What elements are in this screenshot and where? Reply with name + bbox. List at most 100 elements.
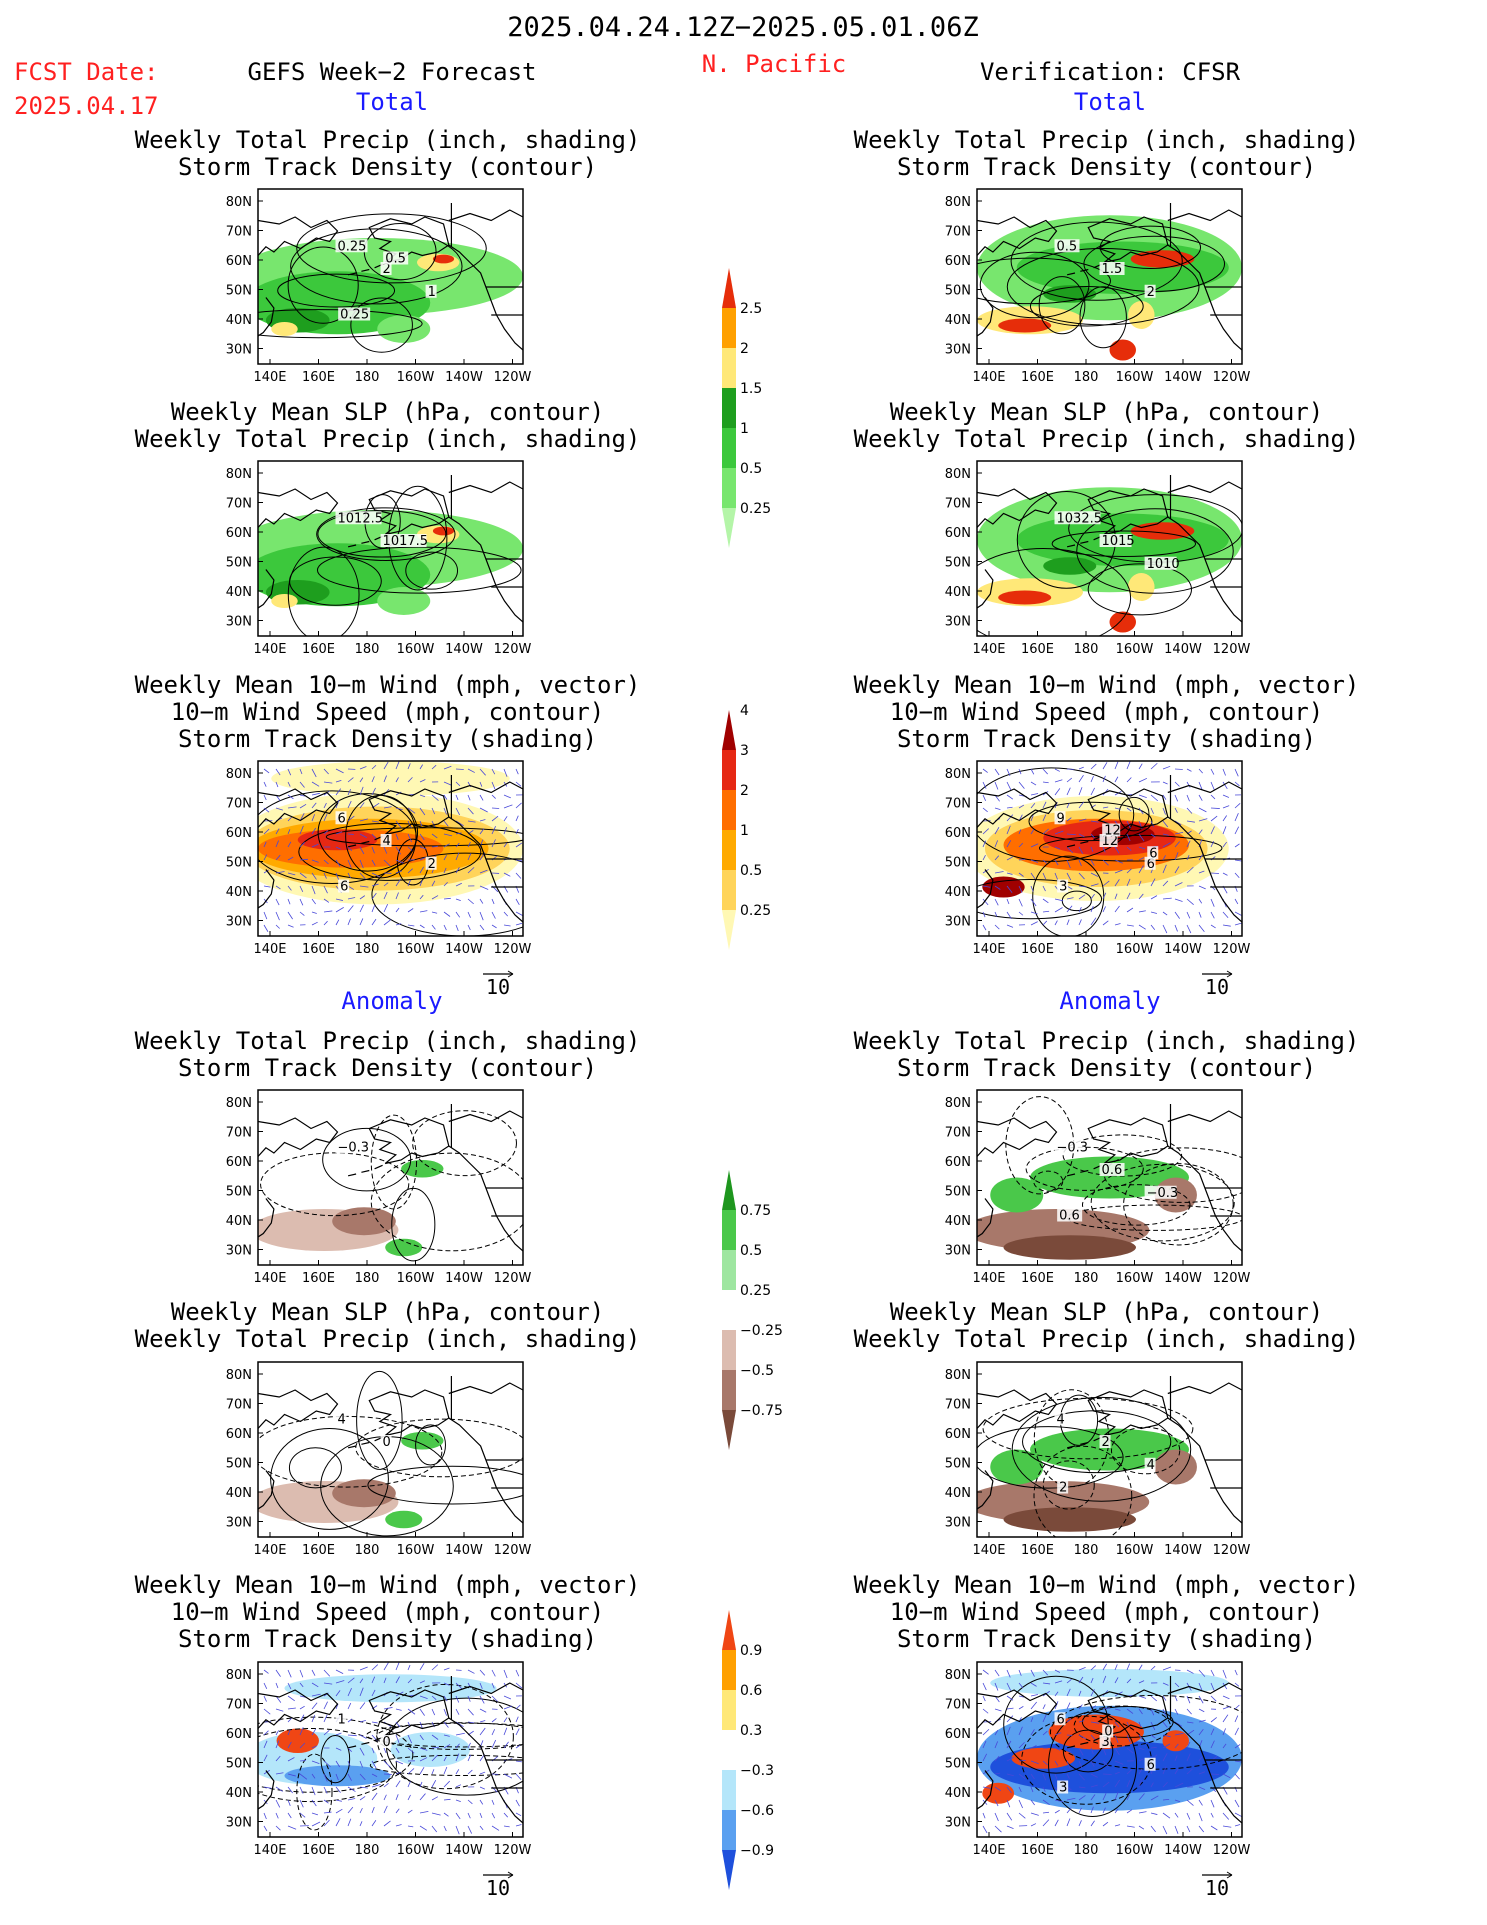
wind-vector bbox=[407, 777, 413, 783]
wind-vector bbox=[1066, 777, 1073, 783]
wind-vector bbox=[1234, 1824, 1241, 1827]
contour-label: 0 bbox=[383, 1435, 391, 1450]
wind-vector bbox=[1114, 1747, 1120, 1756]
wind-vector bbox=[419, 1695, 428, 1699]
wind-vector bbox=[1174, 1799, 1181, 1803]
wind-vector bbox=[371, 1792, 378, 1801]
wind-vector bbox=[407, 1747, 415, 1754]
wind-vector bbox=[419, 1662, 425, 1671]
wind-vector bbox=[455, 781, 461, 787]
wind-vector bbox=[1006, 1695, 1014, 1701]
wind-vector bbox=[443, 1756, 447, 1762]
wind-vector bbox=[1078, 872, 1085, 880]
colorbar-label: −0.3 bbox=[740, 1763, 774, 1779]
wind-vector bbox=[1138, 1768, 1143, 1775]
lon-tick-label: 160E bbox=[1021, 1543, 1054, 1558]
wind-vector bbox=[431, 833, 438, 839]
wind-vector bbox=[383, 859, 391, 867]
wind-vector bbox=[1078, 894, 1086, 900]
contour-line bbox=[1081, 1184, 1191, 1226]
wind-vector bbox=[431, 895, 439, 900]
wind-vector bbox=[1006, 1740, 1012, 1749]
wind-vector bbox=[431, 1825, 438, 1833]
coastline bbox=[1167, 1382, 1242, 1395]
colorbar-label: −0.6 bbox=[740, 1803, 774, 1819]
wind-vector bbox=[1042, 1669, 1049, 1676]
wind-vector bbox=[395, 1721, 401, 1728]
wind-vector bbox=[1138, 1680, 1145, 1684]
colorbar-segment bbox=[722, 348, 736, 388]
wind-vector bbox=[335, 768, 344, 774]
wind-vector bbox=[1234, 768, 1239, 777]
wind-vector bbox=[443, 1780, 451, 1788]
contour-label: 12 bbox=[1104, 824, 1121, 839]
wind-vector bbox=[1066, 802, 1070, 809]
lon-tick-label: 160W bbox=[397, 942, 435, 957]
panel-title-line: 10−m Wind Speed (mph, contour) bbox=[170, 698, 605, 726]
wind-vector bbox=[1174, 898, 1183, 902]
wind-vector bbox=[287, 1729, 291, 1736]
contour-line bbox=[1073, 1705, 1171, 1747]
wind-vector bbox=[1042, 885, 1046, 892]
wind-vector bbox=[1138, 1747, 1145, 1751]
wind-vector bbox=[1090, 917, 1097, 926]
wind-vector bbox=[1102, 859, 1109, 866]
wind-vector bbox=[1162, 794, 1167, 800]
lat-tick-label: 50N bbox=[945, 1185, 971, 1200]
colorbar-segment bbox=[722, 308, 736, 348]
wind-vector bbox=[287, 841, 292, 848]
colorbar-segment bbox=[722, 428, 736, 468]
wind-vector bbox=[1018, 898, 1023, 907]
coastline bbox=[1167, 516, 1242, 623]
wind-vector bbox=[1198, 1812, 1203, 1822]
wind-vector bbox=[1162, 924, 1168, 934]
wind-vector bbox=[1162, 765, 1171, 770]
lon-tick-label: 120W bbox=[1213, 1543, 1251, 1558]
wind-vector bbox=[347, 1688, 352, 1697]
shading-region bbox=[385, 1510, 423, 1529]
lon-tick-label: 140E bbox=[253, 942, 286, 957]
lat-tick-label: 40N bbox=[226, 885, 252, 900]
wind-vector bbox=[1078, 885, 1087, 888]
wind-vector bbox=[419, 1747, 428, 1751]
coastline bbox=[448, 816, 523, 923]
contour-label: 0 bbox=[383, 1735, 391, 1750]
lon-tick-label: 120W bbox=[494, 942, 532, 957]
wind-vector bbox=[479, 869, 488, 874]
wind-vector bbox=[479, 1682, 483, 1689]
coastline bbox=[1167, 209, 1242, 222]
wind-vector bbox=[347, 905, 354, 913]
wind-vector bbox=[275, 1708, 284, 1712]
lat-tick-label: 70N bbox=[226, 1698, 252, 1713]
wind-vector bbox=[323, 768, 329, 775]
contour-label: 12 bbox=[1102, 834, 1119, 849]
wind-vector bbox=[1150, 1665, 1156, 1671]
coastline bbox=[1087, 1389, 1169, 1437]
wind-vector bbox=[1066, 919, 1070, 926]
wind-vector bbox=[1018, 804, 1025, 809]
wind-vector bbox=[347, 846, 352, 851]
wind-vector bbox=[994, 871, 1004, 874]
coastline bbox=[977, 216, 1058, 256]
lon-tick-label: 160E bbox=[302, 1543, 335, 1558]
wind-vector bbox=[994, 924, 1000, 930]
wind-vector bbox=[275, 871, 285, 874]
wind-vector bbox=[1174, 794, 1179, 802]
wind-vector bbox=[1198, 924, 1205, 933]
wind-vector bbox=[431, 820, 436, 828]
wind-vector bbox=[982, 1695, 986, 1702]
contour-line bbox=[369, 1754, 523, 1776]
wind-vector bbox=[1174, 1721, 1183, 1727]
wind-vector bbox=[1078, 1704, 1083, 1710]
wind-vector bbox=[443, 1695, 448, 1702]
wind-vector bbox=[347, 789, 352, 796]
wind-vector bbox=[1198, 1695, 1204, 1704]
wind-vector bbox=[491, 794, 496, 799]
contour-line bbox=[982, 1397, 1194, 1460]
wind-vector bbox=[994, 768, 1000, 776]
lon-tick-label: 120W bbox=[494, 370, 532, 385]
wind-vector bbox=[1174, 1732, 1184, 1736]
wind-vector bbox=[455, 1721, 464, 1728]
wind-vector bbox=[395, 1794, 399, 1801]
wind-vector bbox=[1030, 781, 1037, 786]
